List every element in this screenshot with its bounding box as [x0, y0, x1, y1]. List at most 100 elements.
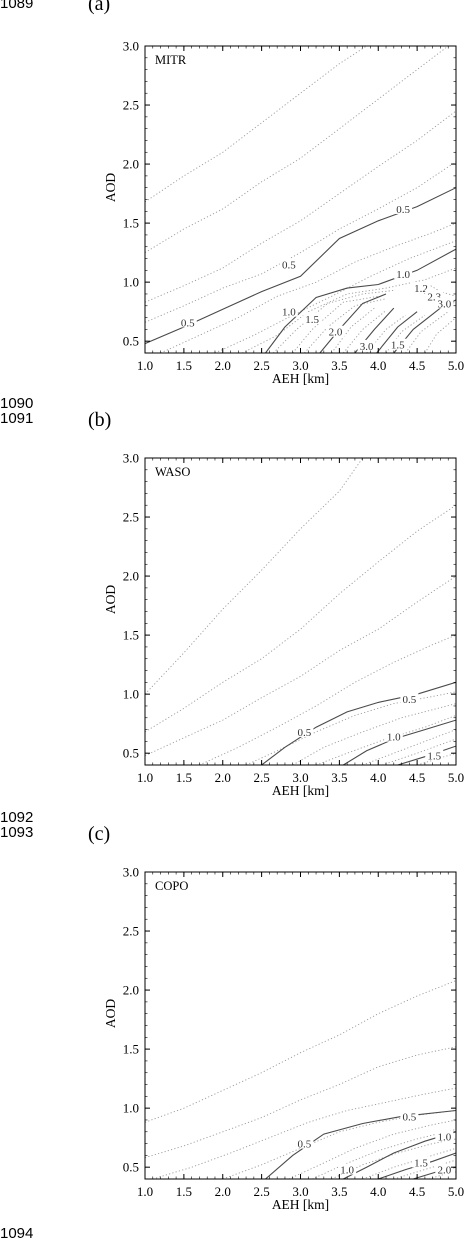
y-tick-label: 2.5 — [123, 924, 139, 939]
x-tick-label: 1.0 — [137, 1184, 153, 1199]
x-tick-label: 2.5 — [254, 1184, 270, 1199]
y-tick-label: 2.5 — [123, 510, 139, 525]
solid-contour-line — [343, 1131, 456, 1179]
dotted-contour-line — [292, 703, 456, 765]
y-tick-label: 2.0 — [123, 569, 139, 584]
contour-label: 0.5 — [181, 317, 195, 329]
contour-label-bg — [425, 290, 444, 302]
line-number: 1091 — [0, 410, 34, 427]
contour-label-bg — [435, 297, 454, 309]
contour-area: 0.5 0.5 1.0 1.5 — [145, 458, 456, 765]
x-tick-label: 5.0 — [448, 770, 464, 785]
contour-label-bg — [279, 258, 298, 270]
contour-label-bg — [425, 749, 444, 761]
y-tick-label: 0.5 — [123, 334, 139, 349]
contour-label-bg — [303, 312, 322, 324]
y-tick-label: 3.0 — [123, 39, 139, 54]
contour-label-bg — [279, 305, 298, 317]
plot-frame — [144, 45, 457, 354]
dotted-contour-line — [362, 1147, 456, 1179]
x-tick-label: 3.5 — [331, 770, 347, 785]
contour-label-bg — [394, 267, 413, 279]
line-number: 1094 — [0, 1225, 34, 1242]
x-tick-label: 4.0 — [370, 770, 386, 785]
dotted-contour-line — [145, 46, 449, 253]
dotted-contour-line — [145, 980, 456, 1123]
x-tick-label: 1.5 — [176, 770, 192, 785]
dotted-contour-line — [145, 458, 364, 695]
panel-name: WASO — [155, 465, 190, 479]
x-tick-label: 3.0 — [292, 770, 308, 785]
contour-label: 1.0 — [437, 1131, 451, 1143]
contour-label: 1.5 — [427, 751, 441, 763]
dotted-contour-line — [405, 311, 449, 353]
x-tick-label: 3.0 — [292, 1184, 308, 1199]
x-tick-label: 2.0 — [215, 358, 231, 373]
contour-label-bg — [338, 1163, 357, 1175]
x-tick-label: 4.5 — [409, 1184, 425, 1199]
line-number: 1093 — [0, 824, 34, 841]
solid-contour-line — [397, 745, 456, 765]
contour-label: 0.5 — [298, 1139, 312, 1151]
x-tick-label: 3.5 — [331, 358, 347, 373]
contour-label-bg — [412, 282, 431, 294]
contour-label-bg — [178, 316, 197, 328]
contour-label: 1.5 — [414, 1157, 428, 1169]
contour-label-bg — [388, 338, 407, 350]
dotted-contour-line — [145, 161, 456, 323]
x-tick-label: 2.0 — [215, 1184, 231, 1199]
dotted-contour-line — [145, 46, 367, 203]
x-axis-title: AEH [km] — [272, 1197, 329, 1212]
x-tick-label: 1.0 — [137, 770, 153, 785]
line-number: 1090 — [0, 395, 34, 412]
contour-label: 0.5 — [402, 694, 416, 706]
contour-label-bg — [400, 692, 419, 704]
dotted-contour-line — [245, 691, 456, 765]
y-tick-label: 0.5 — [123, 1160, 139, 1175]
dotted-contour-line — [304, 298, 387, 353]
y-tick-label: 2.5 — [123, 98, 139, 113]
contour-label: 0.5 — [396, 204, 410, 216]
x-axis-title: AEH [km] — [272, 371, 329, 386]
solid-contour-line — [265, 248, 456, 353]
dotted-contour-line — [424, 317, 456, 353]
x-tick-label: 5.0 — [448, 358, 464, 373]
contour-label: 3.0 — [437, 298, 451, 310]
solid-contour-line — [319, 293, 387, 353]
panel-name: MITR — [155, 53, 187, 67]
contour-area: 0.5 0.5 1.0 1.0 1.5 2.0 — [145, 980, 456, 1179]
plot-frame — [144, 871, 457, 1180]
dotted-contour-line — [315, 714, 456, 765]
x-tick-label: 4.0 — [370, 1184, 386, 1199]
contour-label: 1.0 — [340, 1165, 354, 1177]
y-tick-label: 1.0 — [123, 275, 139, 290]
y-tick-label: 2.0 — [123, 983, 139, 998]
contour-label: 1.0 — [282, 307, 296, 319]
dotted-contour-line — [199, 634, 456, 765]
contour-chart-copo: 0.5 0.5 1.0 1.0 1.5 2.0 1.0 1.5 2.0 2.5 3.0 3.5 4.0 4… — [103, 865, 464, 1213]
plot-frame — [144, 457, 457, 766]
contour-label: 3.0 — [360, 341, 374, 353]
x-tick-label: 1.5 — [176, 1184, 192, 1199]
contour-label: 1.5 — [305, 314, 319, 326]
y-axis-title: AOD — [103, 173, 118, 202]
dotted-contour-line — [292, 295, 379, 353]
y-tick-label: 2.0 — [123, 157, 139, 172]
contour-label: 1.2 — [414, 283, 428, 295]
panel-letter-c: (c) — [88, 823, 111, 845]
contour-label-bg — [357, 339, 376, 351]
dotted-contour-line — [152, 1087, 456, 1179]
contour-label: 1.5 — [391, 340, 405, 352]
dotted-contour-line — [214, 240, 456, 353]
panel-letter-a: (a) — [88, 0, 111, 15]
y-tick-label: 1.5 — [123, 1042, 139, 1057]
x-tick-label: 4.0 — [370, 358, 386, 373]
contour-chart-mitr: 0.50.50.51.01.01.52.03.0 1.51.22.33.01.0 1… — [103, 39, 464, 387]
y-axis-title: AOD — [103, 999, 118, 1028]
contour-label: 0.5 — [298, 727, 312, 739]
contour-label-bg — [435, 1130, 454, 1142]
contour-label: 2.0 — [329, 327, 343, 339]
y-tick-label: 3.0 — [123, 865, 139, 880]
x-axis-title: AEH [km] — [272, 783, 329, 798]
x-tick-label: 4.5 — [409, 358, 425, 373]
